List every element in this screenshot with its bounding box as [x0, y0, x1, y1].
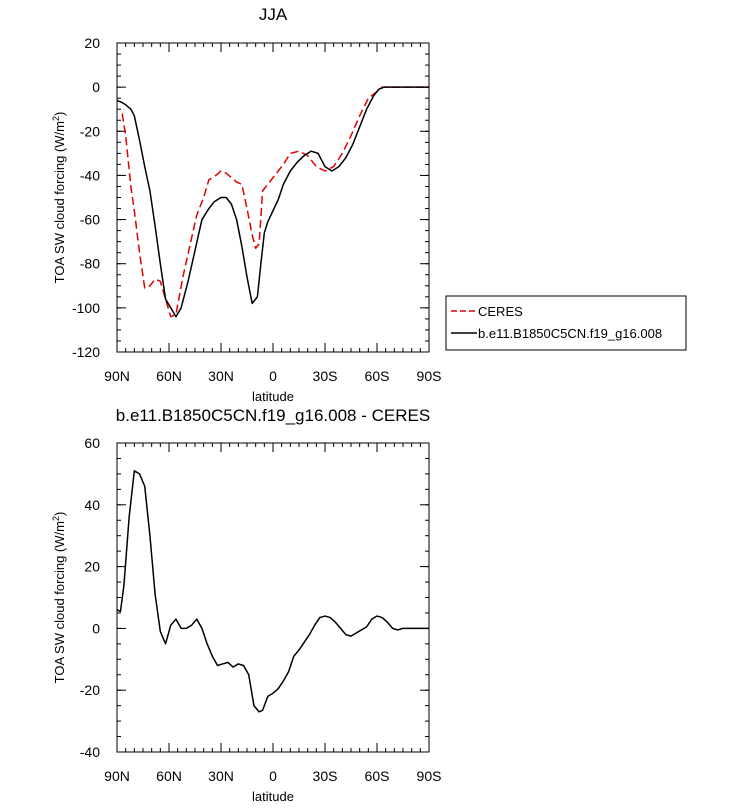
- legend: CERES b.e11.B1850C5CN.f19_g16.008: [445, 295, 687, 351]
- x-tick-label: 60N: [156, 368, 182, 384]
- y-axis-label-sup: 2: [51, 116, 61, 121]
- x-tick-label: 30S: [313, 768, 338, 784]
- x-tick-label: 60S: [365, 368, 390, 384]
- x-axis-label: latitude: [252, 389, 294, 404]
- x-tick-label: 90N: [104, 368, 130, 384]
- chart-title: JJA: [259, 5, 288, 24]
- y-tick-label: 60: [84, 435, 100, 451]
- x-tick-label: 90S: [417, 768, 442, 784]
- x-tick-label: 90N: [104, 768, 130, 784]
- y-tick-label: -40: [80, 167, 100, 183]
- legend-box: [445, 295, 687, 351]
- x-tick-label: 0: [269, 368, 277, 384]
- y-axis-label-end: ): [52, 112, 67, 116]
- legend-label: b.e11.B1850C5CN.f19_g16.008: [478, 326, 662, 341]
- y-axis-label-main: TOA SW cloud forcing (W/m: [52, 121, 67, 283]
- x-tick-label: 30N: [208, 368, 234, 384]
- x-tick-label: 60N: [156, 768, 182, 784]
- chart-title: b.e11.B1850C5CN.f19_g16.008 - CERES: [116, 406, 430, 425]
- y-axis-label-sup: 2: [51, 516, 61, 521]
- series-line-ceres: [121, 86, 429, 318]
- y-tick-label: -120: [72, 344, 100, 360]
- y-axis-label-end: ): [52, 512, 67, 516]
- y-tick-label: 20: [84, 559, 100, 575]
- plot-frame: [116, 442, 430, 753]
- x-axis-label: latitude: [252, 789, 294, 804]
- x-tick-label: 30S: [313, 368, 338, 384]
- y-axis-label: TOA SW cloud forcing (W/m2): [51, 512, 67, 684]
- y-tick-label: 40: [84, 497, 100, 513]
- y-axis-label-main: TOA SW cloud forcing (W/m: [52, 521, 67, 683]
- chart-panel-2: b.e11.B1850C5CN.f19_g16.008 - CERES 90N 60…: [51, 406, 441, 804]
- y-tick-label: -80: [80, 256, 100, 272]
- x-tick-label: 0: [269, 768, 277, 784]
- y-tick-label: -20: [80, 123, 100, 139]
- series-line-diff-0: [117, 470, 429, 713]
- plot-frame: [116, 42, 430, 353]
- y-tick-label: 0: [92, 79, 100, 95]
- y-tick-label: 20: [84, 35, 100, 51]
- y-tick-label: -40: [80, 744, 100, 760]
- y-tick-label: -60: [80, 212, 100, 228]
- x-tick-label: 90S: [417, 368, 442, 384]
- y-tick-label: -20: [80, 682, 100, 698]
- legend-label: CERES: [478, 304, 523, 319]
- x-tick-label: 60S: [365, 768, 390, 784]
- x-tick-label: 30N: [208, 768, 234, 784]
- series-line-b-e11-b1850c5cn-f19-g16-008: [117, 86, 429, 318]
- y-axis-label: TOA SW cloud forcing (W/m2): [51, 112, 67, 284]
- chart-panel-1: JJA 90N 60N 30N 0 30S 60S 90S 20 0 -20 -40 -60 -80 -10…: [51, 5, 687, 404]
- y-tick-label: -100: [72, 300, 100, 316]
- y-tick-label: 0: [92, 620, 100, 636]
